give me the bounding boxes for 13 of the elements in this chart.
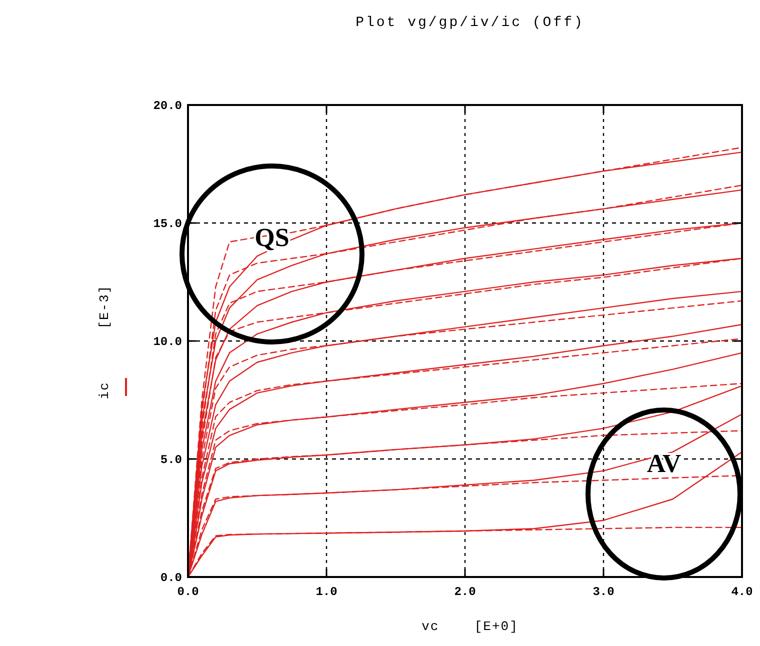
y-tick-label: 0.0 <box>160 571 182 585</box>
x-tick-label: 2.0 <box>454 585 476 599</box>
x-tick-label: 1.0 <box>316 585 338 599</box>
x-tick-label: 3.0 <box>592 585 614 599</box>
y-tick-label: 10.0 <box>153 335 182 349</box>
chart-title: Plot vg/gp/iv/ic (Off) <box>356 15 584 31</box>
x-axis-title: vc [E+0] <box>422 619 518 634</box>
y-tick-label: 20.0 <box>153 99 182 113</box>
x-tick-label: 0.0 <box>177 585 199 599</box>
y-tick-label: 15.0 <box>153 217 182 231</box>
y-tick-label: 5.0 <box>160 453 182 467</box>
x-tick-label: 4.0 <box>731 585 753 599</box>
y-axis-title: ic [E-3] <box>97 284 112 400</box>
